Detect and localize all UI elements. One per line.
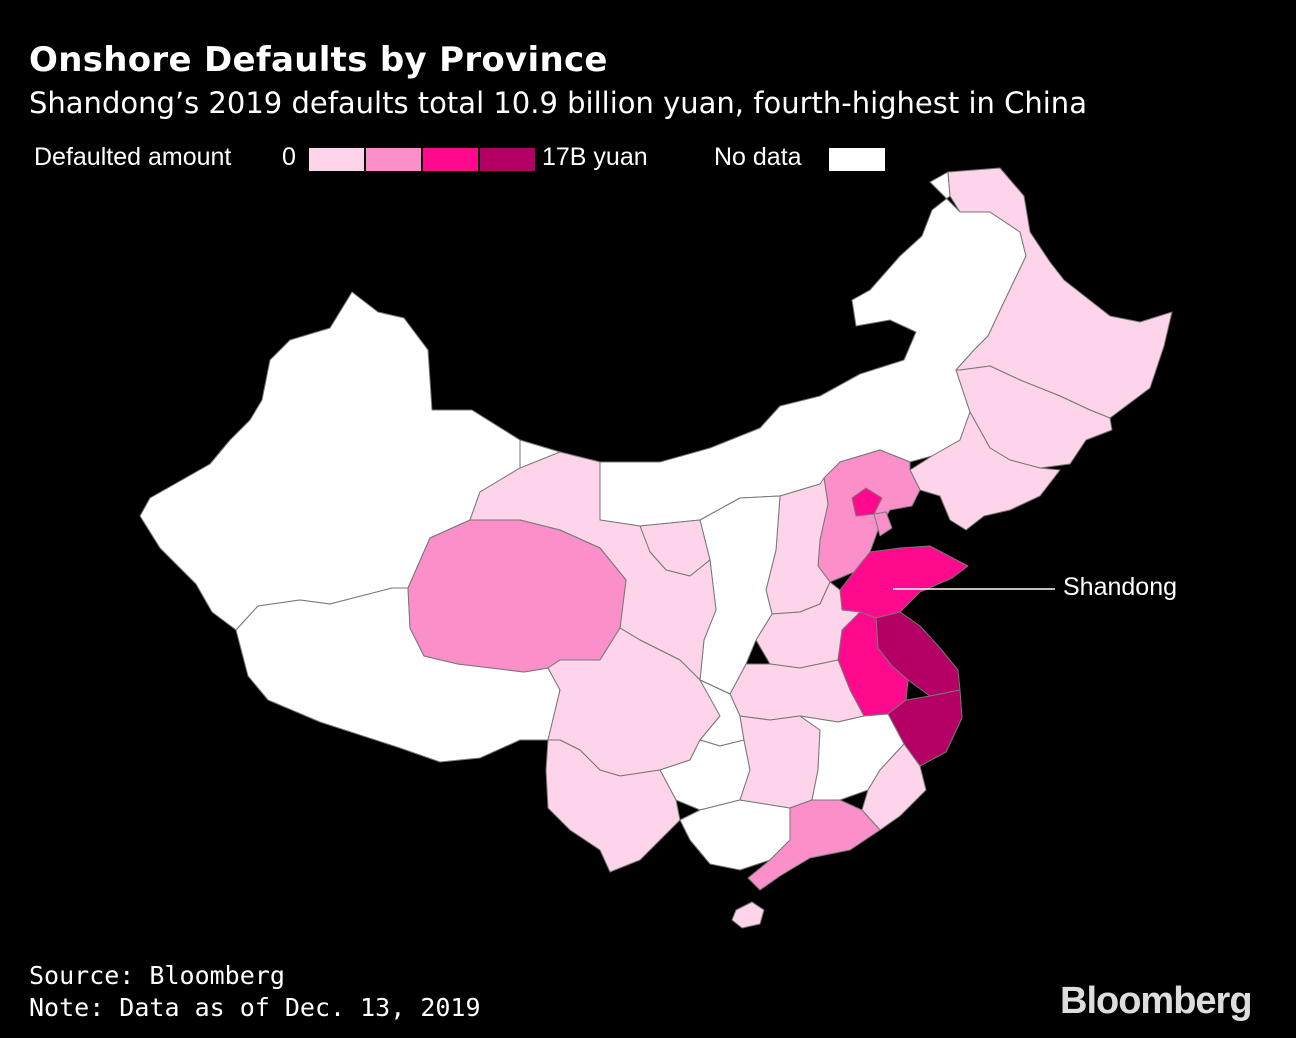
note-text: Note: Data as of Dec. 13, 2019 [29, 993, 481, 1022]
shandong-callout-label: Shandong [1063, 573, 1178, 601]
source-text: Source: Bloomberg [29, 961, 285, 990]
region-hunan [739, 715, 821, 809]
legend-swatch-2 [366, 148, 421, 171]
region-beijing [851, 487, 883, 517]
region-hainan [731, 901, 765, 929]
region-guangdong [747, 799, 881, 891]
legend-max-label: 17B yuan [542, 143, 648, 171]
legend-no-data-label: No data [714, 143, 802, 171]
region-liaoning [909, 411, 1061, 531]
chart-title: Onshore Defaults by Province [29, 40, 608, 80]
bloomberg-logo: Bloomberg [1060, 980, 1253, 1022]
legend-swatch-3 [423, 148, 478, 171]
region-yunnan [545, 739, 681, 873]
legend-label: Defaulted amount [34, 143, 232, 171]
legend-swatch-1 [309, 148, 364, 171]
chart-subtitle: Shandong’s 2019 defaults total 10.9 bill… [29, 86, 1087, 120]
legend-swatch-4 [480, 148, 535, 171]
legend-min-label: 0 [282, 143, 296, 171]
region-tianjin [873, 511, 893, 537]
legend-no-data-swatch [829, 148, 885, 171]
